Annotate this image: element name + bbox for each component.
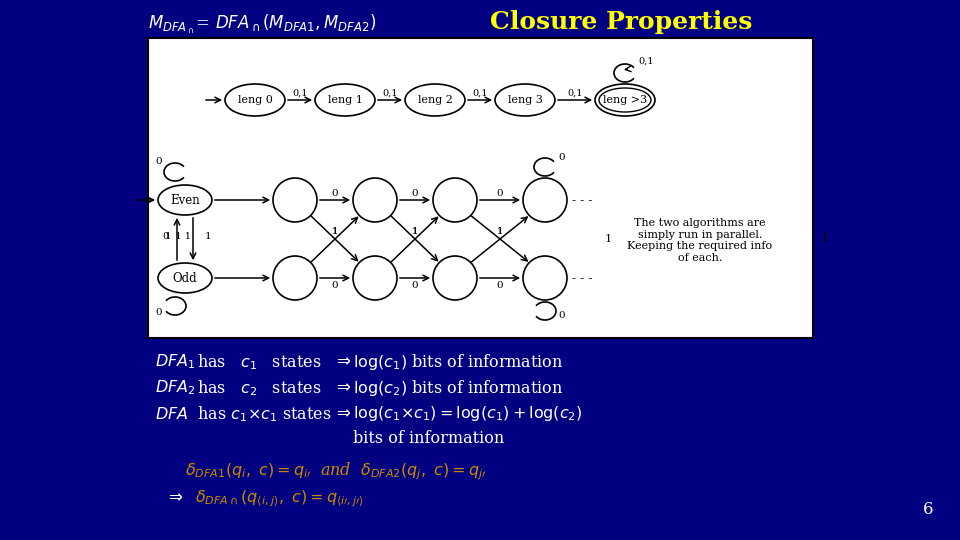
Text: $DFA$  has $c_1$$\times$$c_1$ states: $DFA$ has $c_1$$\times$$c_1$ states [155, 404, 331, 424]
Circle shape [273, 178, 317, 222]
Text: $\delta_{DFA\cap}(q_{\langle i,j\rangle},\ c) = q_{\langle i\prime,j\prime\rangl: $\delta_{DFA\cap}(q_{\langle i,j\rangle}… [195, 488, 364, 509]
Text: 0: 0 [496, 188, 503, 198]
Text: $\Rightarrow$: $\Rightarrow$ [333, 404, 351, 421]
Text: 0,1: 0,1 [292, 89, 308, 98]
Ellipse shape [158, 263, 212, 293]
Text: 0,1: 0,1 [567, 89, 583, 98]
Circle shape [353, 256, 397, 300]
Text: has   $c_2$   states: has $c_2$ states [197, 378, 322, 397]
Ellipse shape [405, 84, 465, 116]
Text: $\delta_{DFA1}(q_i,\ c) = q_{i\prime}$  and  $\delta_{DFA2}(q_j,\ c) = q_{j\prim: $\delta_{DFA1}(q_i,\ c) = q_{i\prime}$ a… [185, 460, 487, 482]
Text: $\Rightarrow$: $\Rightarrow$ [333, 352, 351, 369]
Ellipse shape [225, 84, 285, 116]
Text: $DFA_2$: $DFA_2$ [155, 378, 196, 397]
Circle shape [523, 256, 567, 300]
Text: 0,1: 0,1 [638, 57, 654, 66]
Text: has   $c_1$   states: has $c_1$ states [197, 352, 322, 372]
Text: $\log(c_1$$\times$$c_1) = \log(c_1)+\log(c_2)$: $\log(c_1$$\times$$c_1) = \log(c_1)+\log… [353, 404, 583, 423]
Text: 0,1: 0,1 [472, 89, 488, 98]
Text: - - -: - - - [572, 193, 592, 206]
Text: 0: 0 [412, 188, 419, 198]
Text: Even: Even [170, 193, 200, 206]
Text: 0,1: 0,1 [382, 89, 397, 98]
Text: 1: 1 [205, 232, 211, 241]
Text: 0: 0 [332, 188, 338, 198]
Circle shape [353, 178, 397, 222]
Text: 1: 1 [496, 227, 503, 237]
Ellipse shape [158, 185, 212, 215]
Text: 1: 1 [820, 233, 828, 246]
Text: $\Rightarrow$: $\Rightarrow$ [165, 488, 183, 505]
Text: 0: 0 [332, 280, 338, 289]
Text: leng 1: leng 1 [327, 95, 363, 105]
Text: 0: 0 [155, 308, 161, 317]
Text: Closure Properties: Closure Properties [490, 10, 753, 34]
Text: 1: 1 [332, 227, 338, 237]
Ellipse shape [595, 84, 655, 116]
Text: $\Rightarrow$: $\Rightarrow$ [333, 378, 351, 395]
Text: $M_{DFA_\cap}$= $DFA_\cap(M_{DFA1},M_{DFA2})$: $M_{DFA_\cap}$= $DFA_\cap(M_{DFA1},M_{DF… [148, 12, 376, 36]
Ellipse shape [315, 84, 375, 116]
Text: bits of information: bits of information [353, 430, 504, 447]
Text: - - -: - - - [572, 272, 592, 285]
Text: $\log(c_2)$ bits of information: $\log(c_2)$ bits of information [353, 378, 564, 398]
Text: 1: 1 [605, 234, 612, 244]
Circle shape [273, 256, 317, 300]
Circle shape [433, 256, 477, 300]
Text: 1: 1 [412, 227, 419, 237]
Text: 0  1 1: 0 1 1 [163, 232, 191, 241]
FancyBboxPatch shape [148, 38, 813, 338]
Text: 0: 0 [558, 153, 564, 162]
Text: $\log(c_1)$ bits of information: $\log(c_1)$ bits of information [353, 352, 564, 372]
Text: leng 3: leng 3 [508, 95, 542, 105]
Ellipse shape [495, 84, 555, 116]
Text: 0: 0 [558, 311, 564, 320]
Text: The two algorithms are
simply run in parallel.
Keeping the required info
of each: The two algorithms are simply run in par… [628, 218, 773, 263]
Text: 1: 1 [496, 227, 503, 237]
Text: 0: 0 [412, 280, 419, 289]
Text: 0: 0 [155, 157, 161, 166]
Circle shape [523, 178, 567, 222]
Text: 6: 6 [923, 502, 933, 518]
Text: leng >3: leng >3 [603, 95, 647, 105]
Text: 1: 1 [165, 232, 172, 241]
Text: 0: 0 [496, 280, 503, 289]
Text: $DFA_1$: $DFA_1$ [155, 352, 196, 370]
Text: Odd: Odd [173, 272, 198, 285]
Text: leng 0: leng 0 [237, 95, 273, 105]
Text: leng 2: leng 2 [418, 95, 452, 105]
Text: 1: 1 [332, 227, 338, 237]
Circle shape [433, 178, 477, 222]
Ellipse shape [599, 88, 651, 112]
Text: 1: 1 [412, 227, 419, 237]
